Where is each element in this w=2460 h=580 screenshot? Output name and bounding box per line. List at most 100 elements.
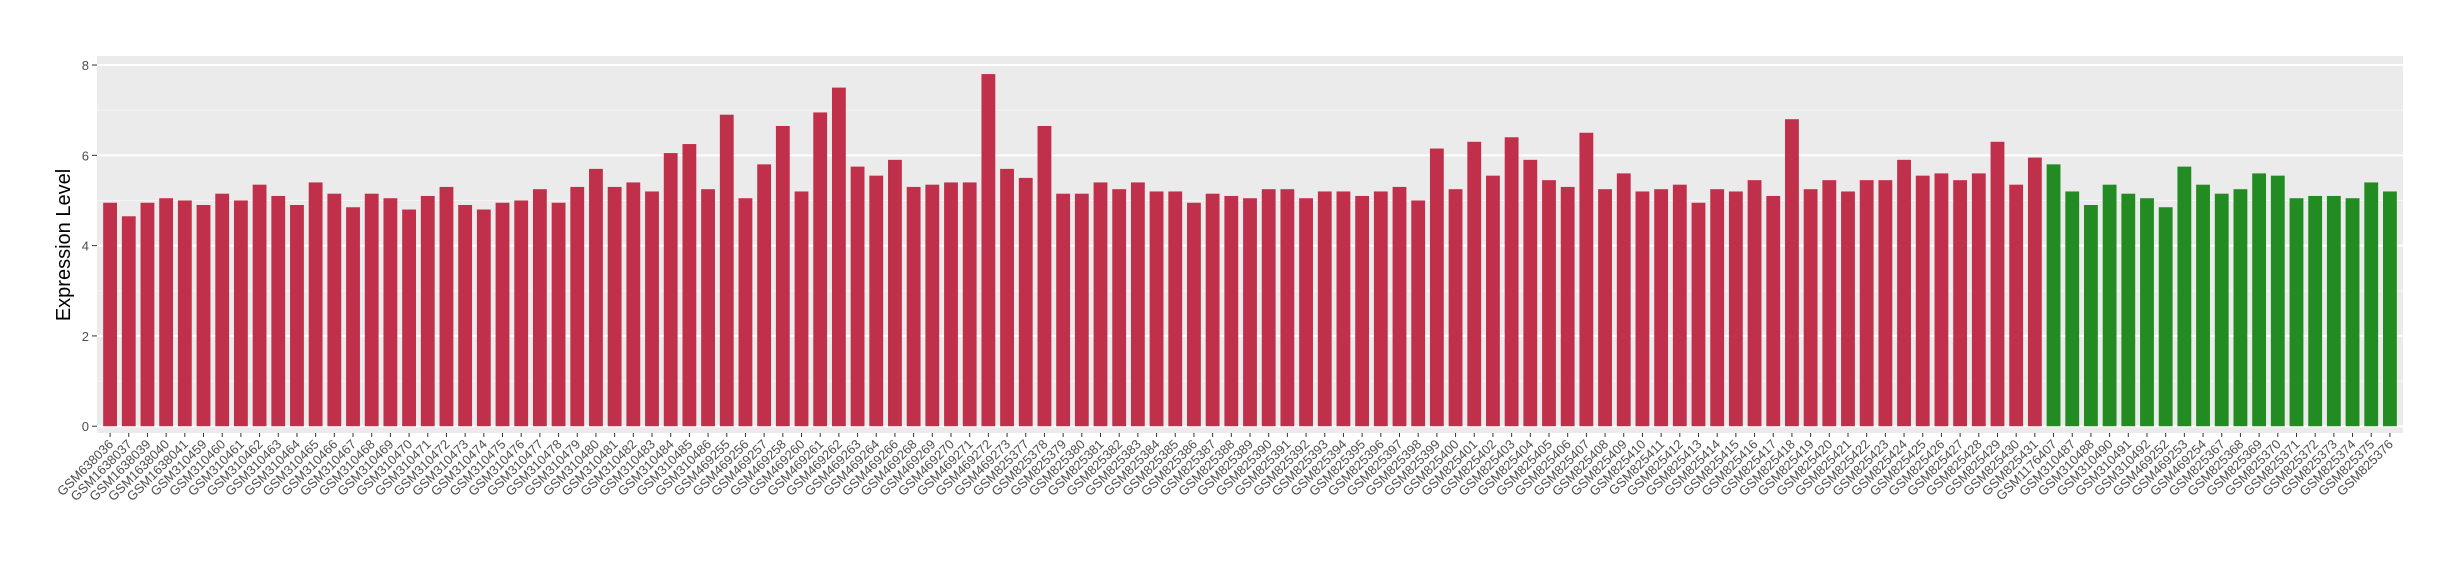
bar xyxy=(327,193,342,427)
bar xyxy=(2046,164,2061,427)
bar xyxy=(1542,180,1556,427)
bar xyxy=(1000,168,1014,427)
bar xyxy=(981,74,996,427)
bar xyxy=(1037,125,1052,427)
bar xyxy=(2158,207,2173,427)
bar xyxy=(663,153,678,427)
bar xyxy=(1859,180,1874,427)
bar xyxy=(1112,189,1127,427)
bar xyxy=(2326,195,2341,427)
bar xyxy=(439,186,454,427)
bar xyxy=(701,189,715,427)
bar xyxy=(1747,180,1762,427)
bar xyxy=(626,182,641,427)
bar xyxy=(794,191,809,427)
bar xyxy=(2214,193,2229,427)
bar xyxy=(1467,141,1482,427)
bar xyxy=(1429,148,1444,427)
bar xyxy=(1598,189,1612,427)
bar xyxy=(682,144,697,427)
bar xyxy=(1355,195,1370,427)
bar xyxy=(2121,193,2136,427)
bar xyxy=(719,114,734,427)
bar xyxy=(2345,198,2360,427)
bar xyxy=(2084,204,2098,427)
bar xyxy=(1074,193,1089,427)
bar xyxy=(1504,137,1519,427)
bar xyxy=(2009,184,2024,427)
bar xyxy=(944,182,958,427)
bar xyxy=(2196,184,2210,427)
bar xyxy=(1373,191,1388,427)
bar xyxy=(402,209,416,427)
bar xyxy=(1560,186,1575,427)
bar xyxy=(1093,182,1108,427)
bar xyxy=(775,125,790,427)
bar xyxy=(1336,191,1351,427)
bar xyxy=(2233,189,2248,427)
bar xyxy=(1691,202,1706,427)
bar xyxy=(2252,173,2267,427)
bar xyxy=(1261,189,1276,427)
bar xyxy=(1878,180,1893,427)
bar xyxy=(1224,195,1239,427)
bar xyxy=(159,198,174,427)
bar xyxy=(103,202,117,427)
bar xyxy=(831,87,846,427)
y-tick-label: 4 xyxy=(82,239,89,254)
bar xyxy=(2027,157,2042,427)
bar xyxy=(196,204,211,427)
bar xyxy=(1523,159,1538,427)
bar xyxy=(1411,200,1426,427)
bar xyxy=(1056,193,1071,427)
bar xyxy=(1018,177,1033,427)
bar xyxy=(1448,189,1463,427)
bar xyxy=(2383,191,2397,427)
bar xyxy=(1579,132,1594,427)
bar xyxy=(252,184,267,427)
bar xyxy=(1168,191,1183,427)
bar xyxy=(140,202,155,427)
bar xyxy=(869,175,884,427)
bar xyxy=(607,186,622,427)
bar xyxy=(383,198,398,427)
bar xyxy=(570,186,585,427)
y-tick-label: 0 xyxy=(82,419,89,434)
bar xyxy=(551,202,566,427)
bar xyxy=(1616,173,1631,427)
bar xyxy=(495,202,510,427)
bar xyxy=(757,164,772,427)
bar xyxy=(2270,175,2285,427)
bar xyxy=(1280,189,1295,427)
bar xyxy=(476,209,491,427)
bar xyxy=(1654,189,1669,427)
bar xyxy=(271,195,286,427)
bar xyxy=(2140,198,2154,427)
bar xyxy=(1317,191,1332,427)
bar xyxy=(215,193,230,427)
y-tick-label: 8 xyxy=(82,58,89,73)
bar xyxy=(962,182,977,427)
bar xyxy=(1486,175,1500,427)
bar xyxy=(1392,186,1407,427)
bar xyxy=(1205,193,1220,427)
bar xyxy=(1149,191,1164,427)
y-tick-label: 6 xyxy=(82,148,89,163)
bar xyxy=(121,216,136,427)
bar xyxy=(1934,173,1949,427)
bar xyxy=(813,112,828,427)
bar xyxy=(888,159,902,427)
bar xyxy=(2289,198,2304,427)
y-tick-label: 2 xyxy=(82,329,89,344)
bar xyxy=(458,204,473,427)
bar xyxy=(364,193,379,427)
bar xyxy=(1822,180,1837,427)
bar xyxy=(1841,191,1855,427)
bar xyxy=(1766,195,1781,427)
bar xyxy=(2308,195,2323,427)
bar xyxy=(1915,175,1930,427)
bar xyxy=(1130,182,1145,427)
bar xyxy=(1971,173,1986,427)
bar xyxy=(589,168,603,427)
